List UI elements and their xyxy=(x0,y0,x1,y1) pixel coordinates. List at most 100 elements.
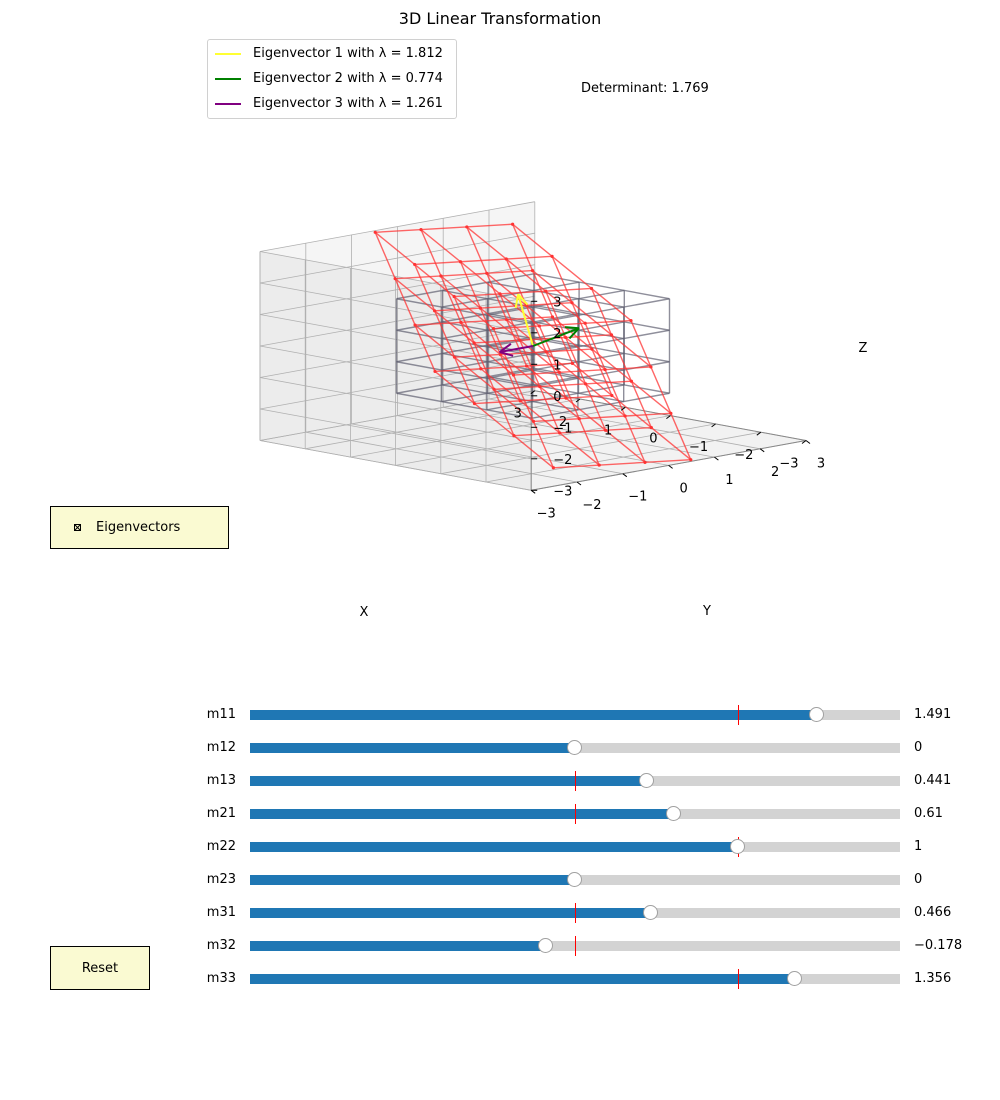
slider-handle-m22[interactable] xyxy=(729,839,745,854)
transformed-grid-line xyxy=(551,256,613,396)
slider-value-m11: 1.491 xyxy=(914,707,952,722)
original-grid-line xyxy=(533,273,670,300)
slider-value-m21: 0.61 xyxy=(914,806,943,821)
slider-handle-m21[interactable] xyxy=(666,806,682,821)
slider-handle-m33[interactable] xyxy=(787,971,803,986)
slider-fill-m13 xyxy=(250,776,647,786)
original-unit-grid xyxy=(395,273,671,419)
slider-fill-m33 xyxy=(250,974,796,984)
slider-handle-m23[interactable] xyxy=(567,872,582,887)
transformed-grid xyxy=(373,222,693,470)
transformed-grid-line xyxy=(584,322,646,463)
x-tick-label: 3 xyxy=(514,407,522,422)
x-tick-label: 1 xyxy=(604,423,612,438)
slider-handle-m12[interactable] xyxy=(567,740,582,755)
slider-initial-marker-m33 xyxy=(737,969,739,989)
transformed-grid-point xyxy=(538,384,542,389)
x-axis-label: X xyxy=(360,605,369,620)
transformed-grid-line xyxy=(474,334,612,344)
transformed-grid-point xyxy=(537,324,541,328)
slider-track-m11[interactable] xyxy=(250,705,900,725)
x-tick-label: 0 xyxy=(649,432,657,447)
slider-fill-m32 xyxy=(250,941,547,951)
legend: Eigenvector 1 with λ = 1.812 Eigenvector… xyxy=(207,39,457,119)
eigenvectors-checkbox-button[interactable]: Eigenvectors xyxy=(50,506,229,549)
transformed-grid-line xyxy=(513,426,652,437)
transformed-grid-point xyxy=(583,321,587,325)
slider-handle-m13[interactable] xyxy=(638,773,654,788)
checkbox-checked-icon[interactable] xyxy=(74,524,81,531)
transformed-grid-point xyxy=(479,367,483,371)
slider-row-m32: m32 −0.178 xyxy=(0,931,1000,961)
slider-handle-m11[interactable] xyxy=(809,707,825,722)
x-tick xyxy=(666,415,671,420)
transformed-grid-point xyxy=(452,355,457,359)
slider-track-m21[interactable] xyxy=(250,804,900,824)
transformed-grid-point xyxy=(558,431,562,435)
slider-label-m12: m12 xyxy=(206,740,236,755)
transformed-grid-point xyxy=(550,315,555,319)
slider-track-m31[interactable] xyxy=(250,903,900,923)
reset-button[interactable]: Reset xyxy=(50,946,150,990)
transformed-grid-point xyxy=(525,364,529,368)
slider-track-m12[interactable] xyxy=(250,740,900,755)
slider-initial-marker-m11 xyxy=(737,705,739,725)
y-tick-label: 0 xyxy=(679,481,687,496)
transformed-grid-point xyxy=(492,387,496,391)
transformed-grid-point xyxy=(419,228,423,232)
slider-track-m32[interactable] xyxy=(250,936,900,956)
transformed-grid-line xyxy=(506,319,626,417)
chart-title: 3D Linear Transformation xyxy=(398,9,602,28)
y-tick-label: 3 xyxy=(817,457,825,472)
slider-value-m32: −0.178 xyxy=(914,938,963,953)
gridline xyxy=(259,251,532,302)
transformed-grid-line xyxy=(511,223,574,364)
slider-handle-m31[interactable] xyxy=(642,905,658,920)
eigenvector-arrows xyxy=(499,293,580,357)
x-tick xyxy=(530,390,536,395)
original-grid-line xyxy=(396,392,533,419)
transformed-grid-line xyxy=(466,226,586,324)
determinant-readout: Determinant: 1.769 xyxy=(581,81,709,96)
transformed-grid-point xyxy=(609,333,614,337)
transformed-grid-line xyxy=(459,261,521,402)
slider-track-m23[interactable] xyxy=(250,872,900,887)
slider-handle-m32[interactable] xyxy=(538,938,554,953)
legend-label-3: Eigenvector 3 with λ = 1.261 xyxy=(253,96,443,111)
transformed-grid-point xyxy=(610,393,614,398)
x-tick xyxy=(575,398,581,403)
transformed-grid-point xyxy=(511,222,515,226)
transformed-grid-line xyxy=(420,229,482,370)
x-tick-label: 2 xyxy=(559,415,567,430)
eigenvector-2-arrow xyxy=(532,327,580,347)
eigenvector-3-arrow xyxy=(499,345,534,354)
transformed-grid-line xyxy=(375,223,513,234)
transformed-grid-point xyxy=(433,309,437,313)
transformed-grid-point xyxy=(577,417,581,421)
original-grid-line xyxy=(531,392,670,419)
slider-track-m22[interactable] xyxy=(250,837,900,857)
legend-label-1: Eigenvector 1 with λ = 1.812 xyxy=(253,46,443,61)
x-tick-label: −1 xyxy=(689,440,708,455)
slider-value-m33: 1.356 xyxy=(914,971,952,986)
transformed-grid-point xyxy=(557,370,561,374)
transformed-grid-line xyxy=(532,270,652,368)
slider-track-m33[interactable] xyxy=(250,969,900,989)
transformed-grid-line xyxy=(414,324,534,422)
original-grid-line xyxy=(486,289,625,317)
slider-initial-marker-m21 xyxy=(575,804,576,824)
transformed-grid-point xyxy=(544,350,548,354)
transformed-grid-line xyxy=(414,255,553,266)
transformed-grid-point xyxy=(649,365,653,369)
slider-row-m21: m21 0.61 xyxy=(0,799,1000,829)
y-tick xyxy=(622,473,628,478)
transformed-grid-line xyxy=(538,325,600,466)
transformed-grid-line xyxy=(374,232,436,372)
x-tick-label: −2 xyxy=(734,448,753,463)
y-tick xyxy=(714,456,719,461)
transformed-grid-point xyxy=(629,318,633,323)
y-tick xyxy=(668,464,673,469)
slider-track-m13[interactable] xyxy=(250,771,900,791)
transformed-grid-point xyxy=(623,414,627,418)
